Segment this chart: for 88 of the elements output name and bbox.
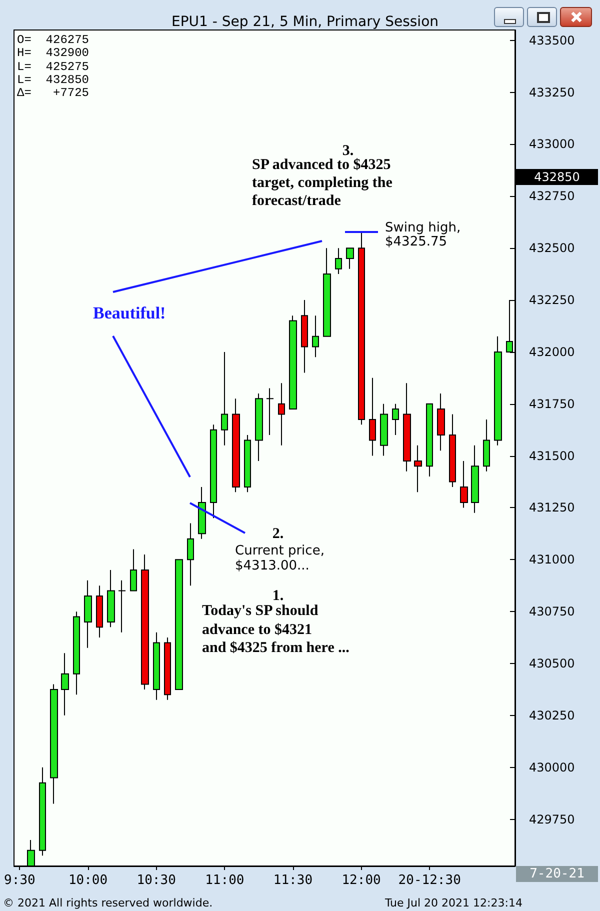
candlestick [460,460,468,508]
x-tick-label: 12:00 [342,873,381,888]
candlestick [323,248,331,337]
x-tick-label: 10:30 [136,873,176,888]
candlestick [153,632,160,700]
annotation: Current price, [235,544,324,558]
candlestick [130,548,137,592]
candlestick [403,382,411,472]
annotation: SP advanced to $4325 [252,157,391,173]
y-tick-label: 433000 [529,137,575,152]
candlestick [175,559,183,690]
candlestick [471,444,479,514]
candlestick [39,766,46,856]
annotation: target, completing the [252,175,393,191]
x-tick-label: 20-12:30 [398,873,461,888]
text: © 2021 All rights reserved worldwide. [3,896,213,910]
candlestick [289,315,297,410]
annotation: O= 426275 [17,33,90,47]
y-tick-label: 431250 [529,500,575,515]
candlestick [84,580,92,648]
text: 7-20-21 [530,866,584,882]
candlestick [232,398,240,493]
y-tick-label: 432500 [529,241,575,256]
candlestick [198,486,206,540]
candlestick [312,315,319,358]
y-tick-label: 429750 [529,812,575,826]
candlestick [358,232,365,426]
annotation: $4325.75 [385,234,448,250]
annotation: and $4325 from here ... [202,640,350,656]
candlestick [346,248,354,270]
x-tick-label: 11:30 [273,873,313,888]
x-tick-label: 10:00 [68,873,108,888]
annotation: Today's SP should [202,603,319,619]
text: 432850 [534,170,580,184]
text: Tue Jul 20 2021 12:23:14 [384,896,522,910]
candlestick [210,424,217,519]
annotation: H= 432900 [17,46,90,60]
annotation: 1. [272,588,284,604]
candlestick [392,403,399,436]
candlestick [437,392,445,452]
candlestick [107,570,115,628]
candlestick [96,585,103,638]
candlestick [50,684,58,804]
annotation: 2. [272,526,284,542]
candlestick [335,248,342,275]
y-tick-label: 432250 [529,293,575,308]
y-tick-label: 431500 [529,448,575,463]
candlestick [414,444,422,493]
candlestick [494,336,502,446]
candlestick [164,637,171,700]
y-tick-label: 430750 [529,604,575,619]
candlestick [483,418,490,472]
candlestick [380,403,388,456]
y-tick-label: 432000 [529,344,575,359]
candlestick [449,414,456,488]
y-tick-label: 430500 [529,656,575,670]
y-tick-label: 431750 [529,396,575,411]
candlestick [301,300,308,374]
candlestick [426,403,433,478]
candlestick [255,392,263,462]
candlestick [369,377,376,456]
chart-title: EPU1 - Sep 21, 5 Min, Primary Session [171,14,439,30]
annotation: L= 425275 [17,60,90,74]
annotation: Swing high, [385,220,461,236]
annotation: L= 432850 [17,73,90,87]
candlestick [278,382,285,446]
annotation: advance to $4321 [202,622,312,638]
y-tick-label: 431000 [529,552,575,567]
candlestick [266,388,274,436]
y-tick-label: 430000 [529,760,575,774]
x-tick-label: 11:00 [205,873,244,888]
candlestick [141,554,149,690]
candlestick [61,652,69,716]
y-tick-label: 430250 [529,708,575,722]
annotation: 3. [342,143,354,159]
candlestick [187,522,194,586]
y-tick-label: 433250 [529,85,575,100]
annotation: forecast/trade [252,193,342,209]
annotation: $4313.00... [235,558,310,574]
annotation: Δ= +7725 [17,86,90,100]
candlestick [118,580,126,633]
y-tick-label: 432750 [529,189,575,204]
candlestick [244,434,251,493]
candlestick [73,611,80,696]
y-tick-label: 433500 [529,33,575,48]
annotation: Beautiful! [93,304,166,322]
x-tick-label: 9:30 [4,873,36,888]
candlestick [221,351,228,446]
